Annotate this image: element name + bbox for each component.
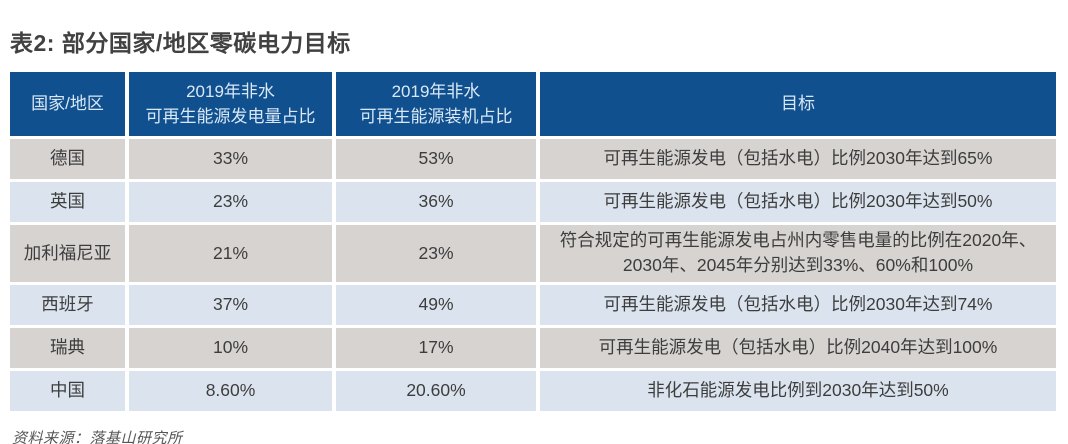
cell-region: 瑞典 [10, 327, 125, 368]
cell-generation-share: 23% [129, 182, 332, 222]
cell-target: 可再生能源发电（包括水电）比例2030年达到74% [540, 284, 1056, 325]
cell-region: 中国 [10, 370, 125, 411]
cell-generation-share: 21% [129, 225, 332, 282]
table-row-sweden: 瑞典 10% 17% 可再生能源发电（包括水电）比例2040年达到100% [10, 327, 1056, 368]
column-header-region: 国家/地区 [10, 72, 125, 136]
cell-target: 可再生能源发电（包括水电）比例2040年达到100% [540, 327, 1056, 368]
column-header-target: 目标 [540, 72, 1056, 136]
cell-target: 非化石能源发电比例到2030年达到50% [540, 370, 1056, 411]
cell-region: 加利福尼亚 [10, 225, 125, 282]
cell-region: 德国 [10, 139, 125, 179]
column-header-capacity-share: 2019年非水 可再生能源装机占比 [336, 72, 536, 136]
cell-generation-share: 33% [129, 139, 332, 179]
table-header-row: 国家/地区 2019年非水 可再生能源发电量占比 2019年非水 可再生能源装机… [10, 72, 1056, 136]
cell-target: 符合规定的可再生能源发电占州内零售电量的比例在2020年、2030年、2045年… [540, 225, 1056, 282]
table-row-china: 中国 8.60% 20.60% 非化石能源发电比例到2030年达到50% [10, 370, 1056, 411]
cell-capacity-share: 36% [336, 182, 536, 222]
column-header-generation-share: 2019年非水 可再生能源发电量占比 [129, 72, 332, 136]
source-note: 资料来源：落基山研究所 [12, 429, 183, 444]
cell-capacity-share: 17% [336, 327, 536, 368]
cell-target: 可再生能源发电（包括水电）比例2030年达到50% [540, 182, 1056, 222]
table-row-germany: 德国 33% 53% 可再生能源发电（包括水电）比例2030年达到65% [10, 139, 1056, 179]
cell-generation-share: 8.60% [129, 370, 332, 411]
cell-target: 可再生能源发电（包括水电）比例2030年达到65% [540, 139, 1056, 179]
cell-region: 英国 [10, 182, 125, 222]
table-row-uk: 英国 23% 36% 可再生能源发电（包括水电）比例2030年达到50% [10, 182, 1056, 222]
cell-generation-share: 37% [129, 284, 332, 325]
table-row-spain: 西班牙 37% 49% 可再生能源发电（包括水电）比例2030年达到74% [10, 284, 1056, 325]
table-title: 表2: 部分国家/地区零碳电力目标 [10, 30, 351, 56]
cell-capacity-share: 53% [336, 139, 536, 179]
cell-capacity-share: 49% [336, 284, 536, 325]
cell-capacity-share: 23% [336, 225, 536, 282]
cell-region: 西班牙 [10, 284, 125, 325]
table-row-california: 加利福尼亚 21% 23% 符合规定的可再生能源发电占州内零售电量的比例在202… [10, 225, 1056, 282]
zero-carbon-targets-table: 国家/地区 2019年非水 可再生能源发电量占比 2019年非水 可再生能源装机… [6, 69, 1060, 414]
cell-generation-share: 10% [129, 327, 332, 368]
cell-capacity-share: 20.60% [336, 370, 536, 411]
